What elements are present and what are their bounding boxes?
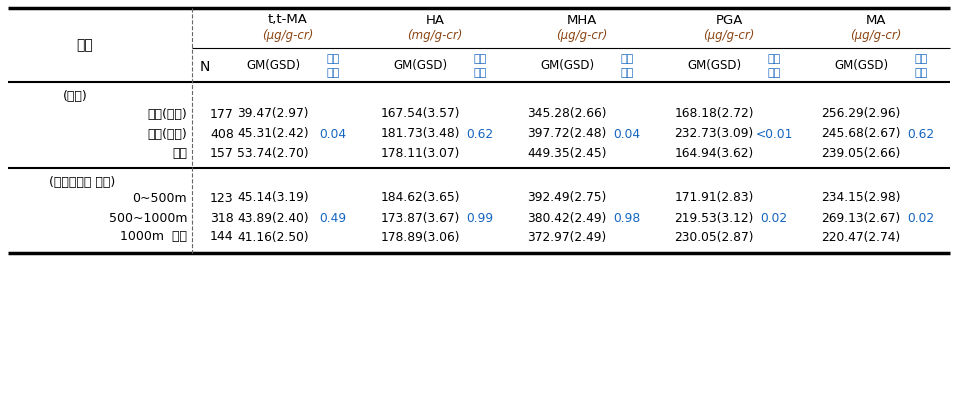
Text: 269.13(2.67): 269.13(2.67) (821, 211, 901, 224)
Text: 171.91(2.83): 171.91(2.83) (674, 192, 754, 205)
Text: GM(GSD): GM(GSD) (687, 60, 741, 73)
Text: 500~1000m: 500~1000m (108, 211, 187, 224)
Text: 45.31(2.42): 45.31(2.42) (238, 128, 308, 141)
Text: GM(GSD): GM(GSD) (833, 60, 888, 73)
Text: 219.53(3.12): 219.53(3.12) (674, 211, 754, 224)
Text: 0.98: 0.98 (613, 211, 641, 224)
Text: (μg/g-cr): (μg/g-cr) (851, 30, 901, 43)
Text: 노출(시흥): 노출(시흥) (148, 107, 187, 120)
Text: 0~500m: 0~500m (132, 192, 187, 205)
Text: 구분: 구분 (77, 38, 93, 52)
Text: 53.74(2.70): 53.74(2.70) (238, 147, 308, 160)
Text: 45.14(3.19): 45.14(3.19) (238, 192, 308, 205)
Text: 397.72(2.48): 397.72(2.48) (527, 128, 606, 141)
Text: HA: HA (425, 13, 445, 26)
Text: (μg/g-cr): (μg/g-cr) (557, 30, 607, 43)
Text: 234.15(2.98): 234.15(2.98) (821, 192, 901, 205)
Text: 144: 144 (210, 231, 234, 243)
Text: 380.42(2.49): 380.42(2.49) (527, 211, 606, 224)
Text: (μg/g-cr): (μg/g-cr) (703, 30, 755, 43)
Text: 318: 318 (210, 211, 234, 224)
Text: 230.05(2.87): 230.05(2.87) (674, 231, 754, 243)
Text: t,t-MA: t,t-MA (268, 13, 308, 26)
Text: <0.01: <0.01 (755, 128, 792, 141)
Text: 178.11(3.07): 178.11(3.07) (380, 147, 460, 160)
Text: 245.68(2.67): 245.68(2.67) (821, 128, 901, 141)
Text: 0.62: 0.62 (907, 128, 935, 141)
Text: 유의: 유의 (914, 54, 927, 64)
Text: 392.49(2.75): 392.49(2.75) (527, 192, 606, 205)
Text: (산단주거지 거리): (산단주거지 거리) (49, 175, 115, 188)
Text: 0.02: 0.02 (907, 211, 935, 224)
Text: 수준: 수준 (914, 68, 927, 78)
Text: 449.35(2.45): 449.35(2.45) (527, 147, 606, 160)
Text: 168.18(2.72): 168.18(2.72) (674, 107, 754, 120)
Text: 수준: 수준 (473, 68, 487, 78)
Text: 0.04: 0.04 (613, 128, 641, 141)
Text: 345.28(2.66): 345.28(2.66) (527, 107, 606, 120)
Text: 157: 157 (210, 147, 234, 160)
Text: 수준: 수준 (767, 68, 781, 78)
Text: 수준: 수준 (621, 68, 633, 78)
Text: 노출(안산): 노출(안산) (148, 128, 187, 141)
Text: PGA: PGA (716, 13, 742, 26)
Text: 0.62: 0.62 (467, 128, 493, 141)
Text: 220.47(2.74): 220.47(2.74) (821, 231, 901, 243)
Text: 0.02: 0.02 (761, 211, 787, 224)
Text: 유의: 유의 (767, 54, 781, 64)
Text: 232.73(3.09): 232.73(3.09) (674, 128, 754, 141)
Text: 0.04: 0.04 (319, 128, 347, 141)
Text: 181.73(3.48): 181.73(3.48) (380, 128, 460, 141)
Text: 177: 177 (210, 107, 234, 120)
Text: 0.99: 0.99 (467, 211, 493, 224)
Text: 수준: 수준 (327, 68, 340, 78)
Text: 372.97(2.49): 372.97(2.49) (527, 231, 606, 243)
Text: (지역): (지역) (62, 90, 87, 103)
Text: 유의: 유의 (473, 54, 487, 64)
Text: 164.94(3.62): 164.94(3.62) (674, 147, 754, 160)
Text: 178.89(3.06): 178.89(3.06) (380, 231, 460, 243)
Text: GM(GSD): GM(GSD) (393, 60, 447, 73)
Text: 유의: 유의 (621, 54, 633, 64)
Text: MHA: MHA (567, 13, 597, 26)
Text: 184.62(3.65): 184.62(3.65) (380, 192, 460, 205)
Text: (μg/g-cr): (μg/g-cr) (262, 30, 313, 43)
Text: 41.16(2.50): 41.16(2.50) (238, 231, 308, 243)
Text: GM(GSD): GM(GSD) (540, 60, 594, 73)
Text: 0.49: 0.49 (319, 211, 347, 224)
Text: 173.87(3.67): 173.87(3.67) (380, 211, 460, 224)
Text: 유의: 유의 (327, 54, 340, 64)
Text: 대조: 대조 (172, 147, 187, 160)
Text: 39.47(2.97): 39.47(2.97) (238, 107, 308, 120)
Text: 167.54(3.57): 167.54(3.57) (380, 107, 460, 120)
Text: 43.89(2.40): 43.89(2.40) (238, 211, 308, 224)
Text: (mg/g-cr): (mg/g-cr) (407, 30, 463, 43)
Text: 256.29(2.96): 256.29(2.96) (821, 107, 901, 120)
Text: 1000m  이상: 1000m 이상 (120, 231, 187, 243)
Text: 408: 408 (210, 128, 234, 141)
Text: MA: MA (866, 13, 886, 26)
Text: N: N (200, 60, 210, 74)
Text: 123: 123 (210, 192, 234, 205)
Text: 239.05(2.66): 239.05(2.66) (821, 147, 901, 160)
Text: GM(GSD): GM(GSD) (246, 60, 300, 73)
